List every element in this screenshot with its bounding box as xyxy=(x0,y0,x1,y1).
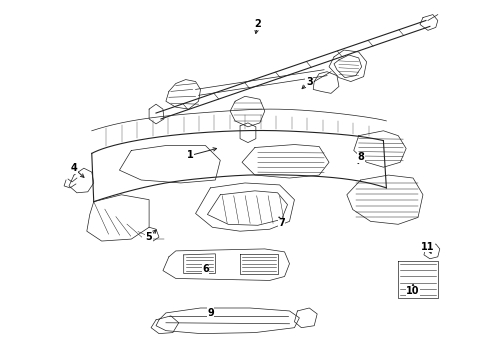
Text: 10: 10 xyxy=(406,286,420,296)
Text: 11: 11 xyxy=(421,242,435,252)
Text: 7: 7 xyxy=(278,218,285,228)
Text: 3: 3 xyxy=(306,77,313,86)
Text: 2: 2 xyxy=(254,19,261,30)
Text: 6: 6 xyxy=(202,264,209,274)
Text: 4: 4 xyxy=(71,163,77,173)
Text: 9: 9 xyxy=(207,308,214,318)
Text: 1: 1 xyxy=(187,150,194,161)
Text: 5: 5 xyxy=(146,232,152,242)
Text: 8: 8 xyxy=(357,152,364,162)
